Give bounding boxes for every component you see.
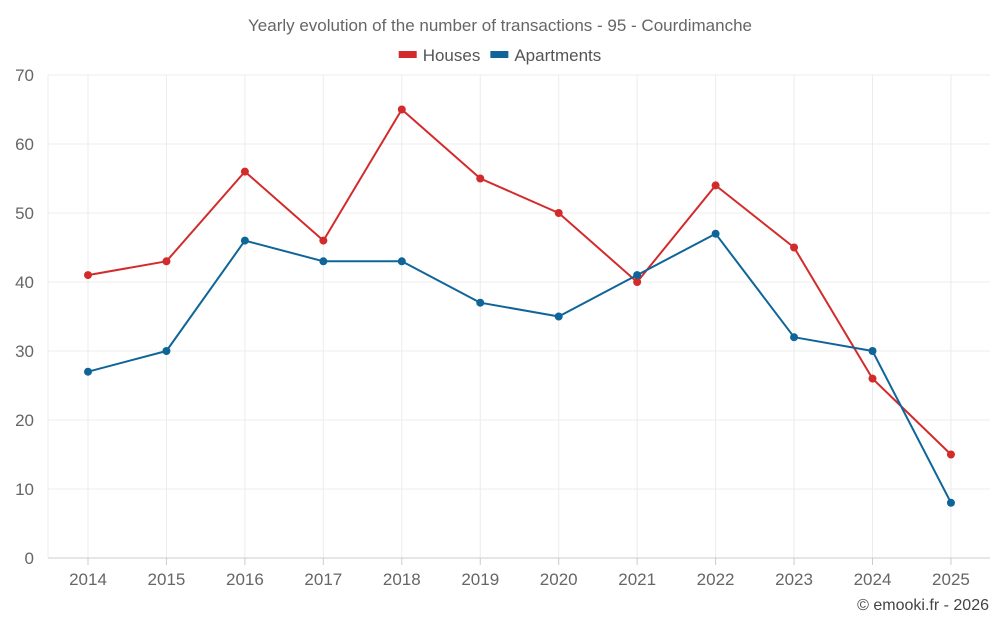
data-point-apartments[interactable] (84, 367, 92, 376)
data-point-houses[interactable] (319, 236, 328, 245)
data-point-houses[interactable] (633, 278, 642, 286)
chart-title: Yearly evolution of the number of transa… (248, 16, 752, 35)
data-point-houses[interactable] (162, 257, 171, 266)
x-tick-label: 2020 (540, 570, 578, 589)
y-tick-label: 70 (15, 66, 34, 85)
data-point-houses[interactable] (397, 105, 406, 114)
x-tick-label: 2019 (461, 570, 499, 589)
data-point-houses[interactable] (554, 209, 563, 217)
x-tick-label: 2024 (854, 570, 892, 589)
data-point-apartments[interactable] (240, 236, 249, 245)
x-tick-label: 2014 (69, 570, 107, 589)
x-tick-label: 2022 (697, 570, 735, 589)
y-tick-label: 10 (15, 480, 34, 499)
legend-swatch-apartments (490, 51, 509, 58)
data-point-apartments[interactable] (633, 271, 642, 280)
y-tick-label: 30 (15, 342, 34, 361)
series-line-houses[interactable] (87, 108, 952, 456)
legend-label-houses: Houses (423, 46, 481, 65)
data-point-houses[interactable] (711, 181, 720, 190)
legend-item-houses[interactable]: Houses (398, 46, 481, 65)
data-point-apartments[interactable] (476, 298, 485, 307)
data-point-apartments[interactable] (868, 347, 877, 355)
legend-item-apartments[interactable]: Apartments (490, 46, 601, 65)
data-point-houses[interactable] (868, 374, 877, 383)
x-tick-label: 2015 (148, 570, 186, 589)
series-layer (84, 105, 955, 507)
grid (48, 74, 990, 558)
data-point-houses[interactable] (476, 174, 485, 183)
data-point-apartments[interactable] (790, 333, 799, 342)
data-point-houses[interactable] (240, 167, 249, 176)
y-tick-label: 40 (15, 273, 34, 292)
data-point-houses[interactable] (946, 450, 955, 459)
legend[interactable]: Houses Apartments (398, 46, 602, 65)
legend-swatch-houses (398, 51, 417, 58)
y-tick-label: 0 (25, 549, 34, 568)
credit-text: © emooki.fr - 2026 (857, 597, 989, 614)
y-tick-label: 50 (15, 204, 34, 223)
y-tick-label: 60 (15, 135, 34, 154)
data-point-apartments[interactable] (162, 347, 171, 355)
data-point-apartments[interactable] (946, 498, 955, 507)
data-point-houses[interactable] (790, 243, 799, 252)
legend-label-apartments: Apartments (514, 46, 601, 65)
x-tick-label: 2023 (775, 570, 813, 589)
data-point-apartments[interactable] (397, 257, 406, 266)
data-point-apartments[interactable] (554, 312, 563, 321)
series-line-apartments[interactable] (87, 232, 952, 504)
data-point-apartments[interactable] (711, 229, 720, 238)
x-tick-label: 2016 (226, 570, 264, 589)
y-tick-label: 20 (15, 411, 34, 430)
x-tick-label: 2021 (618, 570, 656, 589)
axes: 0 10 20 30 40 50 60 70 2014 2015 2016 2017 2018 2019 2… (15, 66, 990, 589)
data-point-houses[interactable] (84, 271, 92, 280)
x-tick-label: 2018 (383, 570, 421, 589)
x-tick-label: 2025 (932, 570, 970, 589)
data-point-apartments[interactable] (319, 257, 328, 266)
x-tick-label: 2017 (304, 570, 342, 589)
